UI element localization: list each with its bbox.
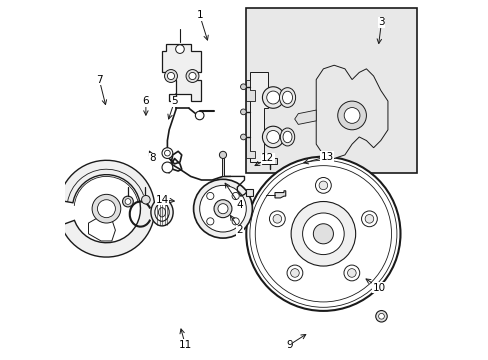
Text: 10: 10 bbox=[372, 283, 385, 293]
Ellipse shape bbox=[151, 199, 173, 226]
Text: 3: 3 bbox=[377, 17, 384, 27]
Circle shape bbox=[185, 69, 199, 82]
Bar bbox=[246, 8, 416, 173]
Circle shape bbox=[272, 215, 281, 223]
Polygon shape bbox=[262, 158, 276, 164]
Circle shape bbox=[206, 193, 213, 199]
Circle shape bbox=[365, 215, 373, 223]
Text: 8: 8 bbox=[149, 153, 156, 163]
Polygon shape bbox=[294, 110, 316, 125]
Text: 9: 9 bbox=[285, 340, 292, 350]
Polygon shape bbox=[274, 191, 285, 198]
Circle shape bbox=[214, 200, 231, 218]
Circle shape bbox=[164, 150, 170, 156]
Circle shape bbox=[240, 109, 246, 115]
Circle shape bbox=[343, 265, 359, 281]
Ellipse shape bbox=[158, 208, 165, 217]
Circle shape bbox=[125, 199, 131, 204]
Circle shape bbox=[347, 269, 355, 277]
Ellipse shape bbox=[280, 128, 294, 146]
Circle shape bbox=[142, 195, 150, 204]
Circle shape bbox=[240, 134, 246, 140]
Circle shape bbox=[315, 177, 330, 193]
Circle shape bbox=[337, 101, 366, 130]
Circle shape bbox=[262, 87, 284, 108]
Circle shape bbox=[97, 200, 115, 218]
Circle shape bbox=[232, 193, 239, 199]
Circle shape bbox=[199, 185, 246, 232]
Circle shape bbox=[164, 69, 177, 82]
Circle shape bbox=[262, 126, 284, 148]
Circle shape bbox=[162, 162, 172, 173]
Circle shape bbox=[167, 72, 174, 80]
Polygon shape bbox=[59, 160, 155, 257]
Text: 1: 1 bbox=[196, 10, 203, 20]
Polygon shape bbox=[222, 155, 224, 176]
Ellipse shape bbox=[282, 91, 292, 104]
Circle shape bbox=[302, 213, 344, 255]
Polygon shape bbox=[246, 80, 255, 101]
Circle shape bbox=[122, 196, 133, 207]
Text: 13: 13 bbox=[320, 152, 333, 162]
Circle shape bbox=[162, 148, 172, 158]
Circle shape bbox=[375, 311, 386, 322]
Polygon shape bbox=[246, 189, 253, 196]
Polygon shape bbox=[88, 216, 115, 241]
Circle shape bbox=[266, 91, 279, 104]
Circle shape bbox=[361, 211, 377, 227]
Circle shape bbox=[218, 204, 227, 214]
Ellipse shape bbox=[155, 203, 169, 221]
Circle shape bbox=[313, 224, 333, 244]
Circle shape bbox=[240, 84, 246, 90]
Text: 5: 5 bbox=[171, 96, 178, 106]
Polygon shape bbox=[246, 137, 255, 158]
Circle shape bbox=[290, 202, 355, 266]
Circle shape bbox=[232, 218, 239, 225]
Circle shape bbox=[378, 314, 384, 319]
Circle shape bbox=[286, 265, 302, 281]
Circle shape bbox=[319, 181, 327, 190]
Circle shape bbox=[269, 211, 285, 227]
Circle shape bbox=[219, 151, 226, 158]
Circle shape bbox=[344, 108, 359, 123]
Polygon shape bbox=[162, 44, 201, 101]
Ellipse shape bbox=[279, 87, 295, 107]
Ellipse shape bbox=[283, 131, 291, 143]
Circle shape bbox=[175, 45, 184, 53]
Circle shape bbox=[193, 179, 252, 238]
Polygon shape bbox=[316, 65, 387, 158]
Text: 6: 6 bbox=[142, 96, 149, 106]
Circle shape bbox=[246, 157, 400, 311]
Circle shape bbox=[188, 72, 196, 80]
Circle shape bbox=[92, 194, 121, 223]
Text: 7: 7 bbox=[96, 75, 102, 85]
Circle shape bbox=[206, 218, 213, 225]
Circle shape bbox=[290, 269, 299, 277]
Text: 11: 11 bbox=[178, 340, 192, 350]
Polygon shape bbox=[249, 72, 267, 162]
Text: 12: 12 bbox=[261, 153, 274, 163]
Text: 2: 2 bbox=[236, 225, 243, 235]
Circle shape bbox=[195, 111, 203, 120]
Text: 14: 14 bbox=[155, 195, 168, 205]
Text: 4: 4 bbox=[236, 200, 243, 210]
Circle shape bbox=[266, 131, 279, 143]
